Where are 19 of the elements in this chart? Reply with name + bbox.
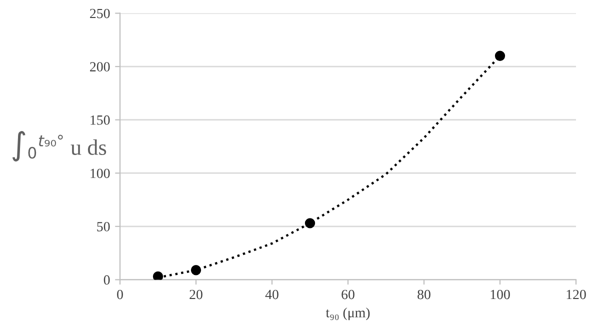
y-tick-label: 250 xyxy=(90,8,110,18)
point xyxy=(494,50,506,61)
x-tick-label: 100 xyxy=(490,290,510,300)
y-tick-label: 150 xyxy=(90,115,110,125)
y-tick-label: 0 xyxy=(104,275,110,285)
point xyxy=(190,265,202,276)
x-tick-label: 40 xyxy=(265,290,278,300)
y-axis-title: ∫$_{0}$$^{t₉₀°}$ u ds xyxy=(12,131,106,162)
point xyxy=(152,271,164,280)
x-axis-title: t₉₀ (μm) xyxy=(326,308,370,320)
x-tick-label: 120 xyxy=(566,290,586,300)
x-tick-label: 60 xyxy=(342,290,354,300)
y-tick-label: 100 xyxy=(90,168,110,178)
y-tick-label: 200 xyxy=(90,62,110,72)
x-tick-label: 0 xyxy=(117,290,123,300)
x-tick-label: 80 xyxy=(418,290,430,300)
y-tick-label: 50 xyxy=(97,222,110,232)
point xyxy=(304,218,316,228)
x-tick-label: 20 xyxy=(190,290,202,300)
